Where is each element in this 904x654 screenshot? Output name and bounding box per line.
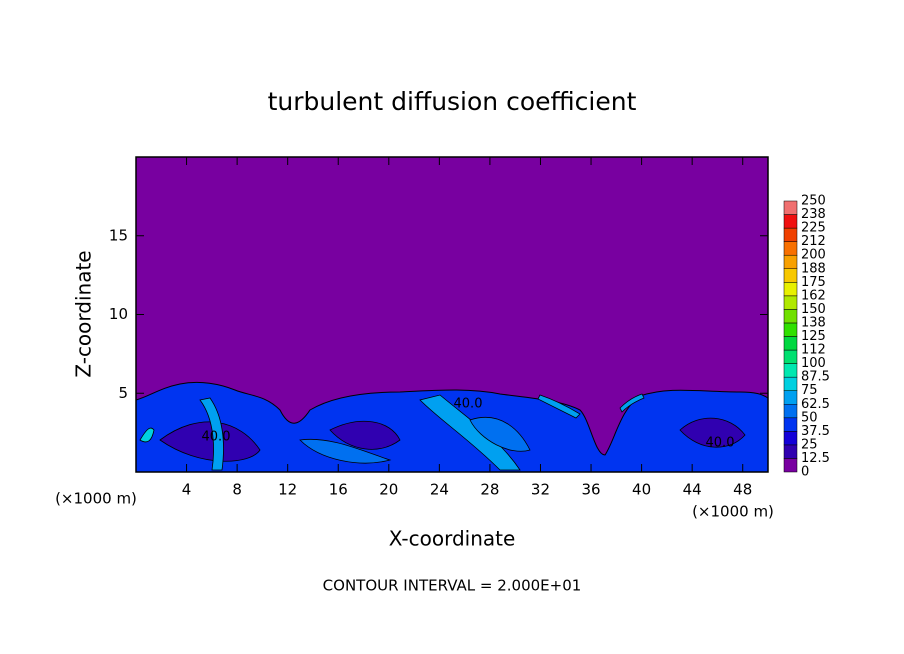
x-tick-label: 4 bbox=[182, 481, 192, 499]
colorbar-swatch bbox=[783, 241, 798, 256]
colorbar-label: 87.5 bbox=[801, 370, 830, 385]
colorbar-swatch bbox=[783, 417, 798, 432]
field-region bbox=[419, 394, 521, 471]
colorbar-swatch bbox=[783, 282, 798, 297]
colorbar-label: 62.5 bbox=[801, 397, 830, 412]
colorbar-swatch bbox=[783, 227, 798, 242]
colorbar-swatch bbox=[783, 214, 798, 229]
colorbar-swatch bbox=[783, 431, 798, 446]
colorbar-label: 100 bbox=[801, 356, 826, 371]
colorbar-label: 200 bbox=[801, 248, 826, 263]
field-region bbox=[329, 420, 401, 450]
colorbar-swatch bbox=[783, 444, 798, 459]
field-region bbox=[159, 421, 261, 462]
colorbar-swatch bbox=[783, 458, 798, 473]
colorbar-label: 138 bbox=[801, 315, 826, 330]
colorbar-label: 37.5 bbox=[801, 424, 830, 439]
colorbar-label: 112 bbox=[801, 343, 826, 358]
contour-note: CONTOUR INTERVAL = 2.000E+01 bbox=[323, 577, 582, 595]
colorbar-swatch bbox=[783, 404, 798, 419]
colorbar-label: 150 bbox=[801, 302, 826, 317]
x-tick-label: 32 bbox=[531, 481, 550, 499]
colorbar-swatch bbox=[783, 349, 798, 364]
field-region bbox=[139, 427, 155, 443]
colorbar-label: 188 bbox=[801, 261, 826, 276]
contour-label: 40.0 bbox=[202, 430, 231, 445]
colorbar-label: 0 bbox=[801, 465, 809, 480]
field-region bbox=[199, 397, 224, 471]
y-tick-label: 5 bbox=[118, 384, 128, 402]
x-tick-label: 36 bbox=[581, 481, 600, 499]
field-region bbox=[469, 416, 531, 452]
y-axis-label: Z-coordinate bbox=[72, 250, 96, 377]
colorbar-label: 238 bbox=[801, 207, 826, 222]
x-unit: (×1000 m) bbox=[55, 490, 137, 508]
colorbar-swatch bbox=[783, 200, 798, 215]
colorbar-label: 250 bbox=[801, 194, 826, 209]
colorbar-swatch bbox=[783, 363, 798, 378]
colorbar-label: 50 bbox=[801, 410, 818, 425]
colorbar-label: 225 bbox=[801, 221, 826, 236]
colorbar-swatch bbox=[783, 295, 798, 310]
x-tick-label: 44 bbox=[683, 481, 702, 499]
field-region bbox=[537, 394, 581, 419]
colorbar-label: 75 bbox=[801, 383, 818, 398]
x-tick-label: 28 bbox=[480, 481, 499, 499]
colorbar-swatch bbox=[783, 336, 798, 351]
colorbar-swatch bbox=[783, 254, 798, 269]
colorbar-label: 212 bbox=[801, 234, 826, 249]
colorbar-label: 175 bbox=[801, 275, 826, 290]
x-tick-label: 12 bbox=[278, 481, 297, 499]
colorbar-swatch bbox=[783, 309, 798, 324]
field-region bbox=[299, 438, 392, 464]
x-unit: (×1000 m) bbox=[692, 503, 774, 521]
colorbar-swatch bbox=[783, 376, 798, 391]
colorbar-swatch bbox=[783, 390, 798, 405]
x-axis-label: X-coordinate bbox=[389, 527, 516, 551]
contour-label: 40.0 bbox=[706, 436, 735, 451]
field-region bbox=[619, 393, 645, 413]
colorbar-label: 25 bbox=[801, 437, 818, 452]
y-tick-label: 10 bbox=[109, 305, 128, 323]
colorbar-label: 12.5 bbox=[801, 451, 830, 466]
x-tick-label: 16 bbox=[329, 481, 348, 499]
colorbar-swatch bbox=[783, 268, 798, 283]
field-region bbox=[679, 417, 746, 448]
x-tick-label: 40 bbox=[632, 481, 651, 499]
x-tick-label: 20 bbox=[379, 481, 398, 499]
colorbar-swatch bbox=[783, 322, 798, 337]
chart-title: turbulent diffusion coefficient bbox=[268, 87, 637, 116]
x-tick-label: 48 bbox=[733, 481, 752, 499]
x-tick-label: 24 bbox=[430, 481, 449, 499]
colorbar-label: 162 bbox=[801, 288, 826, 303]
y-tick-label: 15 bbox=[109, 226, 128, 244]
x-tick-label: 8 bbox=[232, 481, 242, 499]
contour-label: 40.0 bbox=[454, 397, 483, 412]
colorbar-label: 125 bbox=[801, 329, 826, 344]
